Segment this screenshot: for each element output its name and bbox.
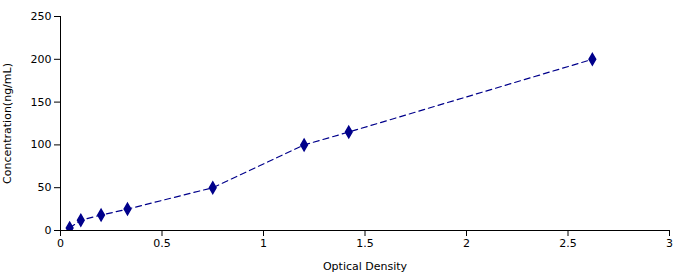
- svg-text:2: 2: [463, 237, 470, 250]
- svg-text:100: 100: [31, 138, 52, 151]
- svg-text:0.5: 0.5: [153, 237, 171, 250]
- svg-text:Concentration(ng/mL): Concentration(ng/mL): [1, 63, 14, 184]
- svg-text:1.5: 1.5: [356, 237, 374, 250]
- svg-text:Optical Density: Optical Density: [323, 260, 408, 272]
- svg-text:0: 0: [45, 224, 52, 237]
- svg-text:0: 0: [57, 237, 64, 250]
- svg-text:250: 250: [31, 10, 52, 23]
- svg-text:150: 150: [31, 96, 52, 109]
- svg-text:2.5: 2.5: [559, 237, 577, 250]
- svg-text:200: 200: [31, 53, 52, 66]
- svg-text:1: 1: [260, 237, 267, 250]
- svg-text:3: 3: [666, 237, 673, 250]
- svg-text:50: 50: [38, 181, 52, 194]
